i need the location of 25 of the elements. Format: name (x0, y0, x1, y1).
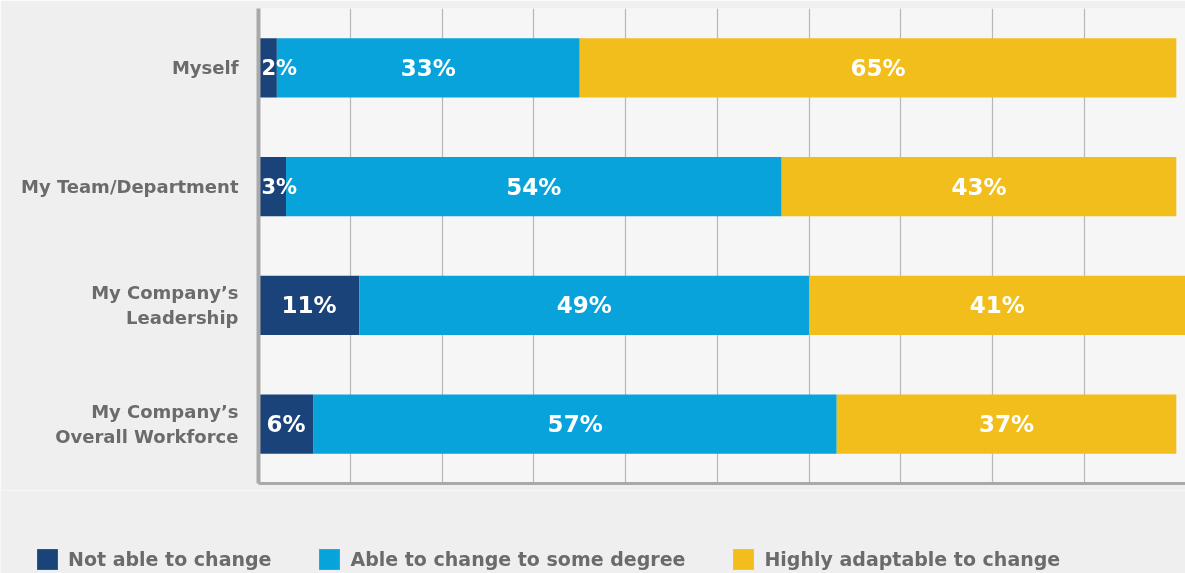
legend-label: Able to change to some degree (350, 547, 686, 572)
y-tick-label: My Company’s Overall Workforce (55, 401, 239, 448)
bar (313, 394, 837, 454)
y-tick-label: My Team/Department (20, 176, 239, 198)
legend-label: Not able to change (68, 547, 272, 572)
data-label: 33% (400, 54, 456, 81)
bar (359, 275, 810, 336)
data-label: 11% (281, 292, 337, 319)
legend-label: Highly adaptable to change (764, 547, 1061, 572)
data-label: 65% (850, 54, 906, 81)
bar (809, 275, 1185, 336)
data-label: 49% (556, 292, 612, 319)
data-label: 41% (969, 292, 1025, 319)
data-label: 3% (261, 174, 298, 199)
data-label: 43% (951, 173, 1007, 200)
bar (781, 156, 1177, 217)
data-label: 2% (261, 55, 298, 80)
data-label: 57% (547, 411, 603, 438)
bar (836, 394, 1177, 454)
data-label: 6% (266, 411, 306, 438)
y-tick-label: My Company’s Leadership (91, 282, 239, 329)
data-label: 37% (979, 411, 1035, 438)
y-tick-label: Myself (171, 57, 239, 79)
bar (579, 38, 1177, 98)
data-label: 54% (506, 173, 562, 200)
